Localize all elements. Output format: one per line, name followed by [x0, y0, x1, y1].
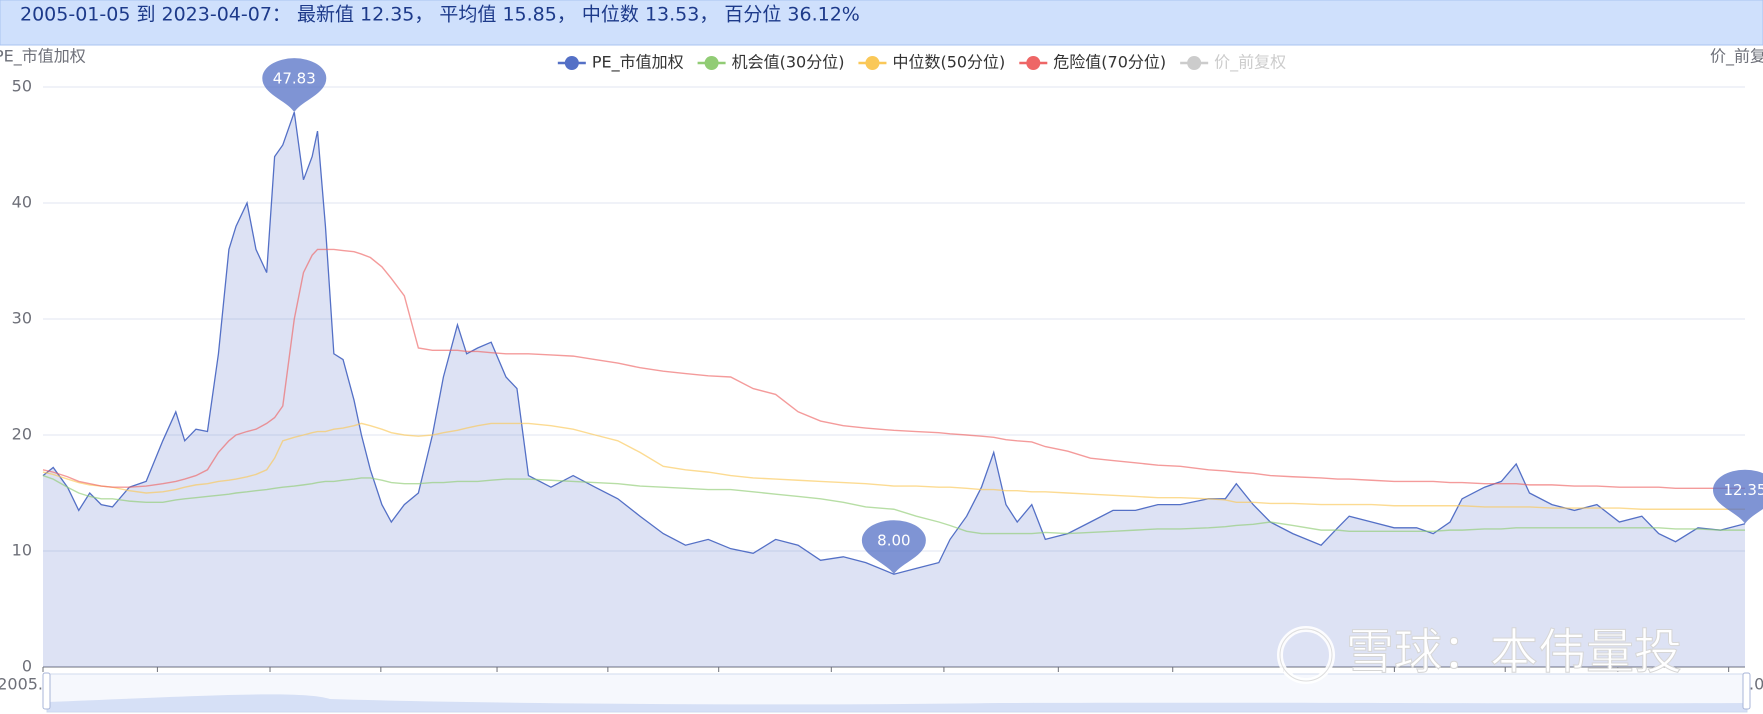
legend-item[interactable]: 中位数(50分位)	[858, 53, 1005, 72]
y-tick-label: 50	[12, 77, 32, 96]
y-tick-label: 20	[12, 425, 32, 444]
y-tick-label: 40	[12, 193, 32, 212]
header-bar	[0, 0, 1763, 46]
zoom-handle-right[interactable]	[1742, 672, 1751, 710]
series-line	[42, 422, 1745, 510]
legend-swatch-dot	[1026, 56, 1041, 70]
legend-label: 危险值(70分位)	[1053, 53, 1166, 72]
y-axis-title: PE_市值加权	[0, 47, 86, 67]
legend-label: PE_市值加权	[592, 53, 684, 73]
legend-swatch-dot	[865, 56, 880, 70]
y-tick-label: 30	[12, 309, 32, 328]
marker-pin-shape	[262, 58, 327, 113]
watermark-logo-outline	[1279, 628, 1333, 682]
legend-swatch-dot	[1187, 56, 1202, 70]
y-tick-label: 0	[22, 657, 32, 676]
marker-label: 8.00	[877, 532, 910, 550]
marker-pin: 8.00	[861, 520, 926, 575]
plot-area: 010203040502005.01.062006.03.302007.06.1…	[0, 58, 1763, 694]
marker-pin: 12.35	[1713, 469, 1763, 524]
legend-label: 价_前复权	[1214, 53, 1286, 73]
series-line	[42, 111, 1746, 575]
legend-label: 机会值(30分位)	[732, 53, 845, 72]
legend-item[interactable]: 机会值(30分位)	[697, 53, 845, 72]
marker-pin-shape	[1713, 469, 1763, 524]
y-tick-label: 10	[12, 541, 32, 560]
area-fill	[43, 112, 1745, 667]
watermark: 雪球：本伟量投	[1277, 624, 1683, 684]
legend-label: 中位数(50分位)	[892, 53, 1005, 72]
watermark-text: 雪球：本伟量投	[1346, 624, 1682, 680]
marker-pin-shape	[861, 520, 926, 575]
legend-item[interactable]: 危险值(70分位)	[1019, 53, 1166, 72]
legend-swatch-dot	[704, 56, 719, 70]
legend: PE_市值加权 机会值(30分位) 中位数(50分位) 危险值(70分位) 价_前复权	[557, 53, 1286, 73]
zoom-handle-left[interactable]	[42, 672, 51, 710]
legend-item[interactable]: PE_市值加权	[557, 53, 684, 73]
y2-axis-title: 价_前复权	[1710, 47, 1763, 67]
marker-label: 12.35	[1724, 481, 1763, 499]
header-summary: 2005-01-05 到 2023-04-07： 最新值 12.35， 平均值 …	[20, 4, 860, 26]
marker-pin: 47.83	[262, 58, 327, 113]
series-line	[42, 474, 1745, 535]
legend-item[interactable]: 价_前复权	[1180, 53, 1286, 73]
zoom-preview	[47, 694, 1747, 712]
legend-swatch-dot	[564, 56, 579, 70]
marker-label: 47.83	[273, 70, 316, 88]
series-line	[42, 248, 1745, 490]
data-zoom[interactable]	[42, 672, 1751, 713]
